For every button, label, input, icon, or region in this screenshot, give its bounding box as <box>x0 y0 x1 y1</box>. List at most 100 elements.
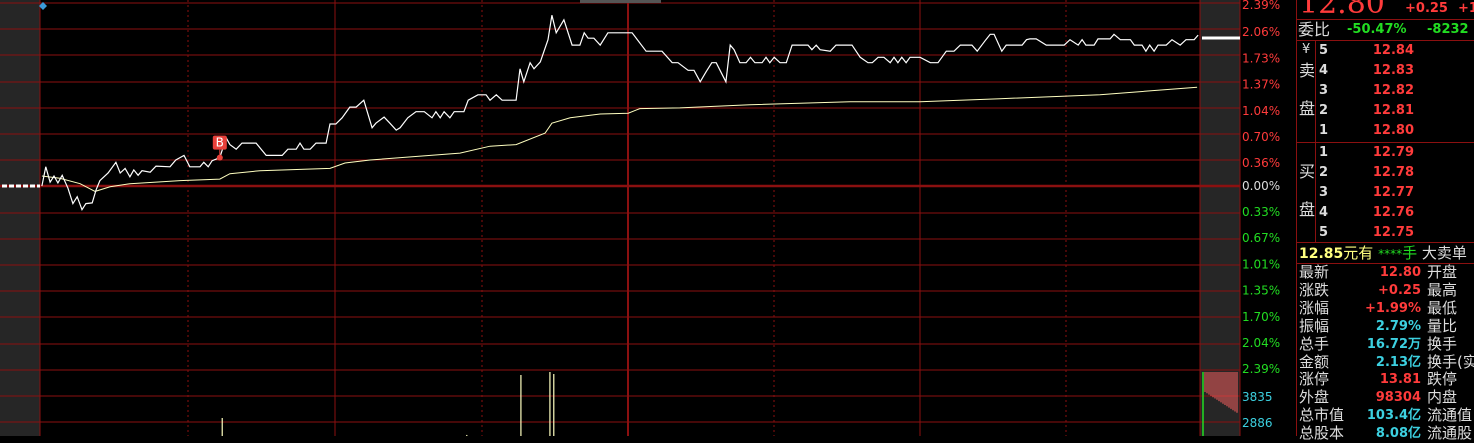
quote-panel: 12.80 +0.25 +1.9 委比 -50.47% -8232 512.84… <box>1296 0 1474 442</box>
stat-label: 涨跌 <box>1299 280 1330 299</box>
stat-label: 总手 <box>1299 334 1330 353</box>
sell-order-row[interactable]: 4 12.83 <box>1297 61 1474 81</box>
post-market-area <box>1200 0 1240 436</box>
stat-label-2: 开盘 <box>1427 263 1458 281</box>
buy-order-row[interactable]: 3 12.77 <box>1297 183 1474 203</box>
stat-label: 总市值 <box>1299 406 1345 425</box>
buy-label: 盘 <box>1299 200 1316 219</box>
level: 2 <box>1319 165 1329 180</box>
y-tick-label: 2.39% <box>1242 362 1280 376</box>
stat-label-2: 量比 <box>1427 316 1458 335</box>
y-tick-label: 0.36% <box>1242 156 1280 170</box>
buy-marker-label: B <box>216 136 224 150</box>
post-market-volume <box>1204 372 1238 413</box>
price: 12.77 <box>1372 185 1414 200</box>
y-tick-label: 1.70% <box>1242 310 1280 324</box>
commission-diff: -8232 <box>1427 22 1469 37</box>
buy-order-row[interactable]: 2 12.78 <box>1297 163 1474 183</box>
sell-label: 盘 <box>1299 99 1316 118</box>
level: 2 <box>1319 103 1329 118</box>
pre-market-area <box>0 0 40 436</box>
stat-row: 振幅 2.79% 量比 <box>1297 316 1474 336</box>
stat-value: 8.08亿 <box>1375 426 1421 442</box>
level: 5 <box>1319 43 1329 58</box>
sell-order-row[interactable]: 3 12.82 <box>1297 81 1474 101</box>
stat-label: 涨停 <box>1299 370 1330 389</box>
buy-order-row[interactable]: 1 12.79 <box>1297 143 1474 163</box>
y-tick-label: 2.06% <box>1242 25 1280 39</box>
buy-label: 买 <box>1299 162 1316 181</box>
volume-tick-label: 2886 <box>1242 416 1273 430</box>
commission-label: 委比 <box>1298 20 1331 39</box>
stat-row: 外盘 98304 内盘 <box>1297 389 1474 407</box>
y-tick-label: 1.37% <box>1242 78 1280 92</box>
price: 12.80 <box>1372 123 1414 138</box>
buy-order-row[interactable]: 4 12.76 <box>1297 203 1474 223</box>
stat-value: +0.25 <box>1378 282 1421 298</box>
y-tick-label: 1.35% <box>1242 284 1280 298</box>
stat-label: 涨幅 <box>1299 298 1330 317</box>
stat-row: 涨幅 +1.99% 最低 <box>1297 298 1474 318</box>
stat-value: 2.13亿 <box>1375 354 1421 370</box>
level: 5 <box>1319 225 1329 240</box>
level: 3 <box>1319 185 1329 200</box>
chart-scroll-handle[interactable] <box>580 0 661 3</box>
y-tick-label: 2.04% <box>1242 336 1280 350</box>
stat-row: 总手 16.72万 换手 <box>1297 334 1474 354</box>
price: 12.84 <box>1372 43 1414 58</box>
commission-ratio: -50.47% <box>1347 22 1407 37</box>
big-order-unit: 手 <box>1402 244 1418 262</box>
stat-label-2: 内盘 <box>1427 388 1458 407</box>
y-tick-label: 0.00% <box>1242 179 1280 193</box>
price: 12.78 <box>1372 165 1414 180</box>
y-tick-label: 1.01% <box>1242 257 1280 271</box>
stat-row: 总市值 103.4亿 流通值 <box>1297 407 1474 425</box>
price: 12.75 <box>1372 225 1414 240</box>
price-line <box>41 15 1199 212</box>
buy-order-row[interactable]: 5 12.75 <box>1297 223 1474 243</box>
stat-label-2: 换手 <box>1427 334 1458 353</box>
big-order-price: 12.85 <box>1299 246 1344 262</box>
stat-value: 2.79% <box>1375 318 1421 334</box>
y-tick-label: 2.39% <box>1242 0 1280 12</box>
sell-order-row[interactable]: 1 12.80 <box>1297 121 1474 141</box>
level: 3 <box>1319 83 1329 98</box>
volume-tick-label: 3835 <box>1242 390 1273 404</box>
stat-label-2: 最高 <box>1427 280 1458 299</box>
y-tick-label: 1.73% <box>1242 51 1280 65</box>
stat-value: 13.81 <box>1379 372 1421 388</box>
big-order-type: 大卖单 <box>1421 244 1467 262</box>
stat-label: 最新 <box>1299 263 1330 281</box>
stat-label-2: 最低 <box>1427 298 1458 317</box>
price-change: +0.25 <box>1405 1 1448 16</box>
y-tick-label: 1.04% <box>1242 104 1280 118</box>
intraday-chart[interactable]: B 2.39% 2.06% 1.73% 1.37% 1.04% 0.70% 0.36% 0.0… <box>0 0 1296 436</box>
stat-value: 12.80 <box>1379 265 1421 280</box>
diamond-marker-icon <box>39 2 47 10</box>
last-price: 12.80 <box>1299 0 1385 21</box>
stat-label: 金额 <box>1299 352 1330 371</box>
sell-order-row[interactable]: 2 12.81 <box>1297 101 1474 121</box>
price: 12.76 <box>1372 205 1414 220</box>
big-order-notice[interactable]: 12.85元有 ****手 大卖单 <box>1299 245 1467 263</box>
stat-value: +1.99% <box>1365 300 1421 316</box>
grid <box>0 0 1241 436</box>
y-tick-label: 0.67% <box>1242 231 1280 245</box>
currency-icon: ¥ <box>1302 42 1311 57</box>
stat-value: 98304 <box>1375 390 1421 406</box>
stat-row: 涨停 13.81 跌停 <box>1297 371 1474 389</box>
stat-row: 金额 2.13亿 换手(实 <box>1297 352 1474 372</box>
stat-label: 振幅 <box>1299 316 1330 335</box>
price-change-pct: +1.9 <box>1458 1 1474 16</box>
sell-order-row[interactable]: 5 12.84 <box>1297 41 1474 61</box>
price: 12.79 <box>1372 145 1414 160</box>
buy-marker[interactable]: B <box>212 135 227 161</box>
stat-value: 103.4亿 <box>1366 408 1421 424</box>
price: 12.83 <box>1372 63 1414 78</box>
level: 4 <box>1319 63 1329 78</box>
volume-bars <box>221 372 555 436</box>
level: 4 <box>1319 205 1329 220</box>
buy-marker-badge <box>212 135 227 150</box>
buy-marker-dot <box>216 154 223 161</box>
price: 12.82 <box>1372 83 1414 98</box>
